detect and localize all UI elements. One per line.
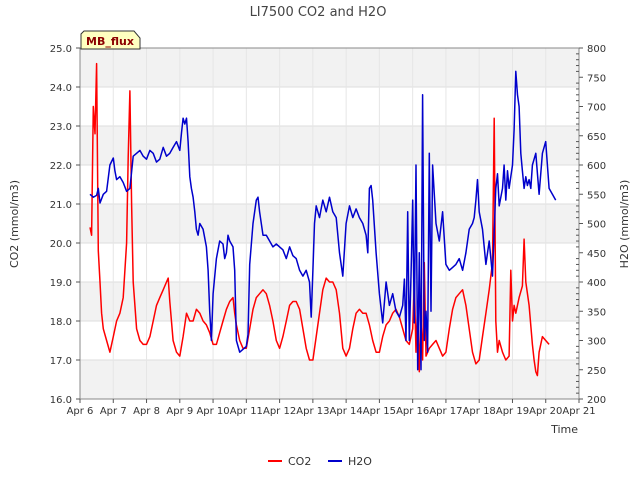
band <box>80 321 579 360</box>
x-tick-label: Apr 18 <box>463 406 496 417</box>
x-tick-label: Apr 10 <box>196 406 229 417</box>
band <box>80 48 579 87</box>
x-tick-label: Apr 19 <box>496 406 529 417</box>
y-tick-label: 22.0 <box>50 161 72 172</box>
x-tick-label: Apr 14 <box>330 406 363 417</box>
badge-label: MB_flux <box>86 35 134 48</box>
y-axis-label: CO2 (mmol/m3) <box>8 180 21 268</box>
y-tick-label: 16.0 <box>50 395 72 406</box>
x-tick-label: Apr 15 <box>363 406 396 417</box>
x-tick-label: Apr 6 <box>67 406 94 417</box>
x-tick-label: Apr 20 <box>529 406 562 417</box>
y-tick-label: 17.0 <box>50 356 72 367</box>
series-line-h2o <box>89 70 557 371</box>
x-tick-label: Apr 13 <box>296 406 329 417</box>
y2-tick-label: 700 <box>587 103 606 114</box>
y2-tick-label: 750 <box>587 73 606 84</box>
y2-axis-label: H2O (mmol/m3) <box>618 180 631 269</box>
x-tick-label: Apr 21 <box>562 406 595 417</box>
y-tick-label: 19.0 <box>50 278 72 289</box>
y-tick-label: 21.0 <box>50 200 72 211</box>
x-tick-label: Apr 12 <box>263 406 296 417</box>
y-tick-label: 23.0 <box>50 122 72 133</box>
x-tick-label: Apr 16 <box>396 406 429 417</box>
series-line-co2 <box>89 62 550 377</box>
legend-label: CO2 <box>288 455 311 468</box>
y2-tick-label: 800 <box>587 44 606 55</box>
legend: CO2 H2O <box>268 455 372 468</box>
badge-box <box>80 30 141 50</box>
y2-tick-label: 500 <box>587 220 606 231</box>
y2-tick-label: 350 <box>587 307 606 318</box>
band <box>80 126 579 165</box>
y-tick-label: 25.0 <box>50 44 72 55</box>
legend-item-co2: CO2 <box>268 455 311 468</box>
series-layer <box>89 62 557 377</box>
x-tick-label: Apr 7 <box>100 406 127 417</box>
axes: Apr 6 Apr 7 Apr 8 Apr 9 Apr 10 Apr 11 Apr 12 Ap… <box>50 44 606 417</box>
y-tick-label: 24.0 <box>50 83 72 94</box>
y2-tick-label: 600 <box>587 161 606 172</box>
y-tick-label: 20.0 <box>50 239 72 250</box>
x-tick-label: Apr 8 <box>133 406 160 417</box>
chart-title: LI7500 CO2 and H2O <box>250 5 387 20</box>
band <box>80 87 579 126</box>
band <box>80 360 579 399</box>
band <box>80 243 579 282</box>
y2-tick-label: 650 <box>587 132 606 143</box>
y2-tick-label: 550 <box>587 190 606 201</box>
x-tick-label: Apr 17 <box>429 406 462 417</box>
y2-tick-label: 300 <box>587 337 606 348</box>
y2-tick-label: 400 <box>587 278 606 289</box>
x-tick-label: Apr 11 <box>230 406 263 417</box>
y2-tick-label: 250 <box>587 366 606 377</box>
y2-tick-label: 200 <box>587 395 606 406</box>
y2-tick-label: 450 <box>587 249 606 260</box>
legend-item-h2o: H2O <box>328 455 372 468</box>
x-tick-label: Apr 9 <box>166 406 193 417</box>
x-axis-label: Time <box>550 423 578 436</box>
band <box>80 204 579 243</box>
plot-bands <box>80 48 579 399</box>
badge: MB_flux <box>80 30 141 50</box>
legend-label: H2O <box>348 455 372 468</box>
y-tick-label: 18.0 <box>50 317 72 328</box>
